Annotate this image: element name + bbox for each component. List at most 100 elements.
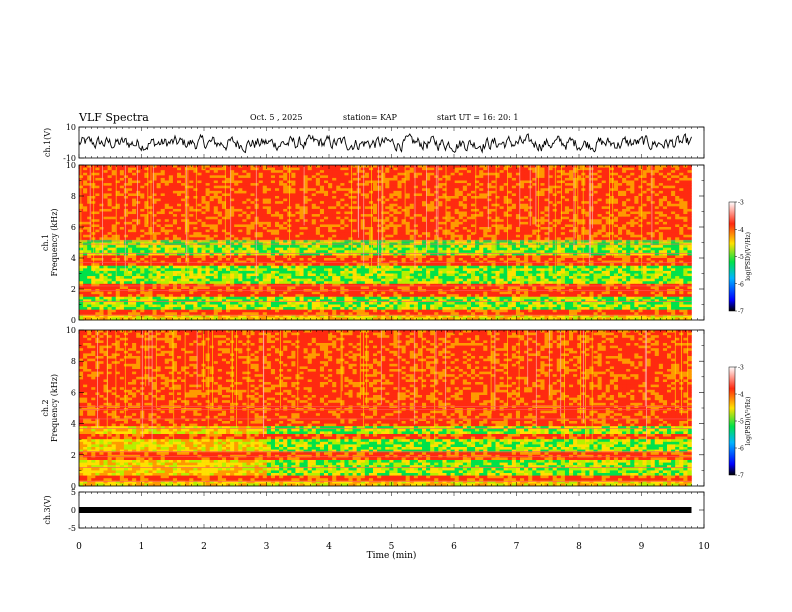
- ch1-spectrogram-cell: [564, 227, 570, 230]
- ch1-spectrogram-cell: [650, 203, 656, 207]
- ch1-spectrogram-cell: [442, 172, 447, 176]
- ch1-spectrogram-cell: [405, 175, 411, 179]
- ch1-spectrogram-cell: [524, 172, 529, 176]
- ch1-spectrogram-cell: [177, 216, 182, 220]
- ch1-spectrogram-cell: [532, 208, 537, 212]
- ch1-spectrogram-cell: [266, 229, 272, 233]
- ch1-spectrogram-cell: [618, 234, 623, 238]
- ch1-spectrogram-cell: [360, 177, 366, 181]
- ch1-spectrogram-cell: [422, 211, 427, 215]
- ch1-spectrogram-cell: [332, 165, 337, 168]
- ch1-spectrogram-cell: [687, 177, 692, 181]
- ch1-spectrogram-cell: [107, 219, 112, 223]
- ch1-spectrogram-cell: [332, 185, 337, 189]
- ch1-spectrogram-cell: [577, 206, 582, 210]
- ch1-spectrogram-cell: [507, 219, 513, 223]
- ch1-spectrogram-cell: [328, 190, 333, 194]
- ch1-spectrogram-cell: [667, 224, 672, 228]
- ch1-spectrogram-cell: [650, 227, 656, 230]
- ch1-spectrogram-cell: [136, 165, 141, 168]
- ch1-spectrogram-cell: [103, 185, 108, 189]
- ch1-spectrogram-cell: [246, 237, 251, 241]
- ch1-spectrogram-cell: [201, 165, 206, 168]
- ch1-spectrogram-cell: [409, 227, 415, 230]
- ch1-spectrogram-cell: [213, 224, 219, 228]
- ch1-spectrogram-cell: [556, 245, 562, 248]
- ch1-spectrogram-cell: [487, 193, 492, 197]
- ch1-spectrogram-cell: [352, 175, 357, 179]
- ch1-spectrogram-cell: [107, 247, 112, 251]
- ch1-spectrogram-cell: [671, 185, 676, 189]
- ch1-spectrogram-cell: [111, 175, 117, 179]
- ch1-spectrogram-cell: [667, 237, 672, 241]
- ch1-spectrogram-cell: [593, 214, 598, 217]
- ch1-spectrogram-cell: [605, 245, 611, 248]
- ch1-spectrogram-cell: [283, 211, 288, 215]
- ch1-spectrogram-cell: [291, 190, 296, 194]
- ch1-spectrogram-cell: [597, 190, 602, 194]
- ch1-spectrogram-cell: [103, 219, 108, 223]
- ch1-spectrogram-cell: [654, 234, 660, 238]
- ch1-spectrogram-cell: [226, 208, 231, 212]
- ch1-spectrogram-cell: [185, 224, 190, 228]
- ch1-spectrogram-cell: [213, 185, 219, 189]
- ch1-spectrogram-cell: [393, 188, 398, 192]
- ch1-spectrogram-cell: [160, 185, 166, 189]
- ch1-spectrogram-cell: [136, 227, 141, 230]
- ch1-spectrogram-cell: [270, 208, 276, 212]
- ch1-spectrogram-cell: [177, 227, 182, 230]
- ch1-spectrogram-cell: [626, 206, 631, 210]
- ch1-spectrogram-cell: [152, 188, 157, 192]
- ch1-spectrogram-cell: [401, 237, 406, 241]
- ch1-spectrogram-cell: [324, 198, 329, 202]
- ch1-spectrogram-cell: [311, 206, 317, 210]
- ch1-spectrogram-cell: [511, 188, 517, 192]
- ch1-spectrogram-cell: [564, 206, 570, 210]
- ch1-spectrogram-cell: [119, 250, 125, 254]
- ch1-spectrogram-cell: [495, 185, 500, 189]
- ch1-spectrogram-cell: [181, 250, 186, 254]
- ch1-spectrogram-cell: [511, 221, 517, 225]
- ch1-spectrogram-cell: [524, 211, 529, 215]
- ch1-spectrogram-cell: [250, 216, 255, 220]
- ch1-spectrogram-cell: [221, 180, 227, 184]
- ch1-spectrogram-cell: [332, 201, 337, 205]
- ch1-spectrogram-cell: [266, 183, 272, 186]
- ch1-spectrogram-cell: [483, 234, 488, 238]
- ch1-spectrogram-cell: [569, 237, 574, 241]
- ch1-spectrogram-cell: [397, 180, 402, 184]
- ch1-spectrogram-cell: [177, 196, 182, 199]
- ch1-spectrogram-cell: [283, 167, 288, 171]
- ch1-spectrogram-cell: [332, 216, 337, 220]
- ch1-spectrogram-cell: [560, 219, 566, 223]
- ch1-spectrogram-cell: [442, 196, 447, 199]
- ch1-spectrogram-cell: [172, 196, 178, 199]
- ch1-spectrogram-cell: [422, 224, 427, 228]
- ch1-spectrogram-cell: [675, 177, 680, 181]
- ch1-spectrogram-cell: [99, 180, 104, 184]
- ch1-spectrogram-cell: [642, 180, 647, 184]
- ch1-spectrogram-cell: [548, 208, 553, 212]
- ch1-spectrogram-cell: [132, 229, 137, 233]
- ch1-spectrogram-cell: [160, 216, 166, 220]
- ch1-spectrogram-cell: [303, 214, 308, 217]
- ch1-spectrogram-cell: [213, 203, 219, 207]
- ch1-spectrogram-cell: [324, 180, 329, 184]
- ch1-spectrogram-cell: [422, 201, 427, 205]
- ch1-spectrogram-cell: [364, 219, 370, 223]
- ch1-spectrogram-cell: [364, 206, 370, 210]
- ch1-spectrogram-cell: [483, 214, 488, 217]
- ch1-spectrogram-cell: [299, 188, 304, 192]
- ch1-spectrogram-cell: [687, 180, 692, 184]
- ch1-spectrogram-cell: [193, 193, 198, 197]
- ch1-spectrogram-cell: [107, 175, 112, 179]
- ch1-spectrogram-cell: [381, 177, 386, 181]
- ch1-spectrogram-cell: [569, 211, 574, 215]
- ch1-spectrogram-cell: [507, 175, 513, 179]
- ch1-spectrogram-cell: [303, 211, 308, 215]
- ch1-spectrogram-cell: [83, 229, 88, 233]
- ch1-spectrogram-cell: [319, 183, 325, 186]
- ch1-spectrogram-cell: [687, 224, 692, 228]
- ch1-spectrogram-cell: [303, 167, 308, 171]
- ch1-spectrogram-cell: [442, 224, 447, 228]
